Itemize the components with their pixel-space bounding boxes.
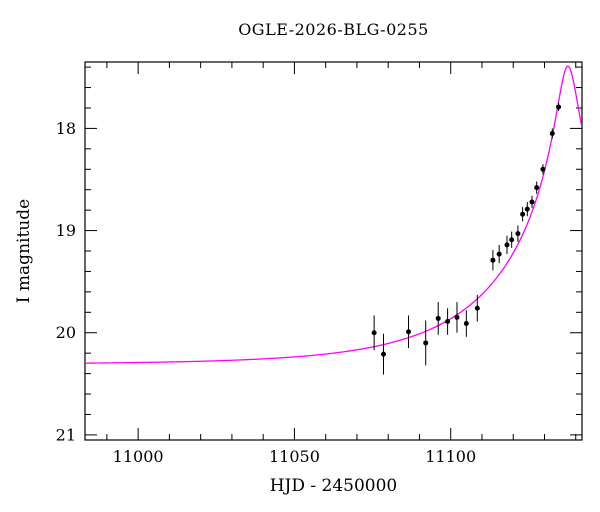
- data-point: [540, 166, 546, 172]
- data-point: [423, 340, 429, 346]
- data-point: [529, 199, 535, 205]
- x-tick-label: 11100: [425, 447, 476, 466]
- y-tick-label: 18: [56, 119, 76, 138]
- x-tick-label: 11050: [269, 447, 320, 466]
- data-point: [509, 237, 515, 243]
- data-point: [406, 329, 412, 335]
- model-curve: [84, 65, 583, 364]
- y-tick-label: 20: [56, 323, 76, 342]
- y-tick-label: 19: [56, 221, 76, 240]
- data-point: [524, 206, 530, 212]
- data-point: [371, 330, 377, 336]
- axis-ticks: [85, 62, 582, 440]
- data-point: [435, 315, 441, 321]
- data-point: [556, 104, 562, 110]
- chart-title: OGLE-2026-BLG-0255: [238, 20, 429, 39]
- data-point: [474, 305, 480, 311]
- data-point: [496, 251, 502, 257]
- y-axis-label: I magnitude: [14, 198, 34, 304]
- data-point: [490, 257, 496, 263]
- x-axis-label: HJD - 2450000: [269, 476, 398, 496]
- data-point: [515, 231, 521, 237]
- data-point: [549, 131, 555, 137]
- data-point: [454, 314, 460, 320]
- tick-labels: 11000 11050 11100 18 19 20 21: [56, 119, 477, 466]
- data-point: [463, 321, 469, 327]
- x-tick-label: 11000: [113, 447, 164, 466]
- data-points: [371, 102, 562, 375]
- y-tick-label: 21: [56, 425, 76, 444]
- data-point: [534, 185, 540, 191]
- data-point: [381, 351, 387, 357]
- data-point: [445, 318, 451, 324]
- data-point: [504, 242, 510, 248]
- data-point: [520, 211, 526, 217]
